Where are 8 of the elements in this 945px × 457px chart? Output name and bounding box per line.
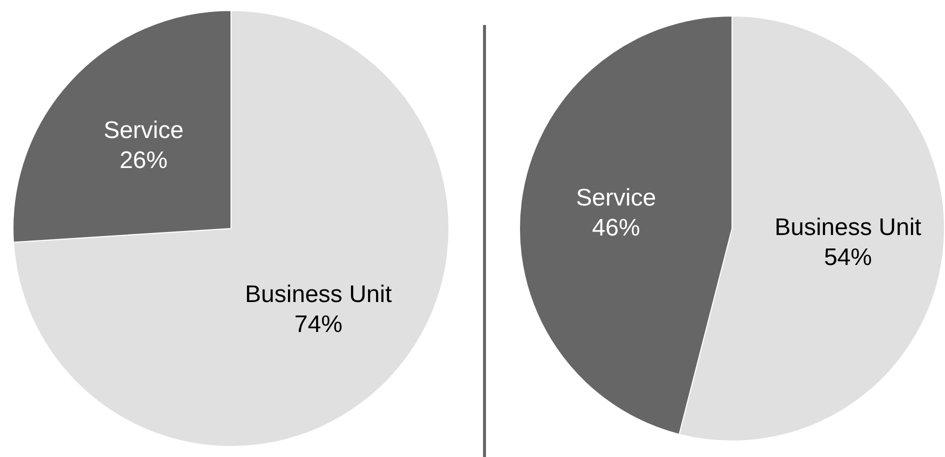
slice-label: Business Unit: [774, 214, 922, 241]
data-label: 54%: [824, 244, 872, 271]
slice-label: Business Unit: [245, 281, 392, 308]
slice-label: Service: [576, 184, 656, 212]
data-label: 26%: [120, 147, 168, 174]
data-label: 46%: [592, 214, 640, 242]
data-label: 74%: [294, 311, 342, 338]
slice-label: Service: [104, 117, 184, 144]
